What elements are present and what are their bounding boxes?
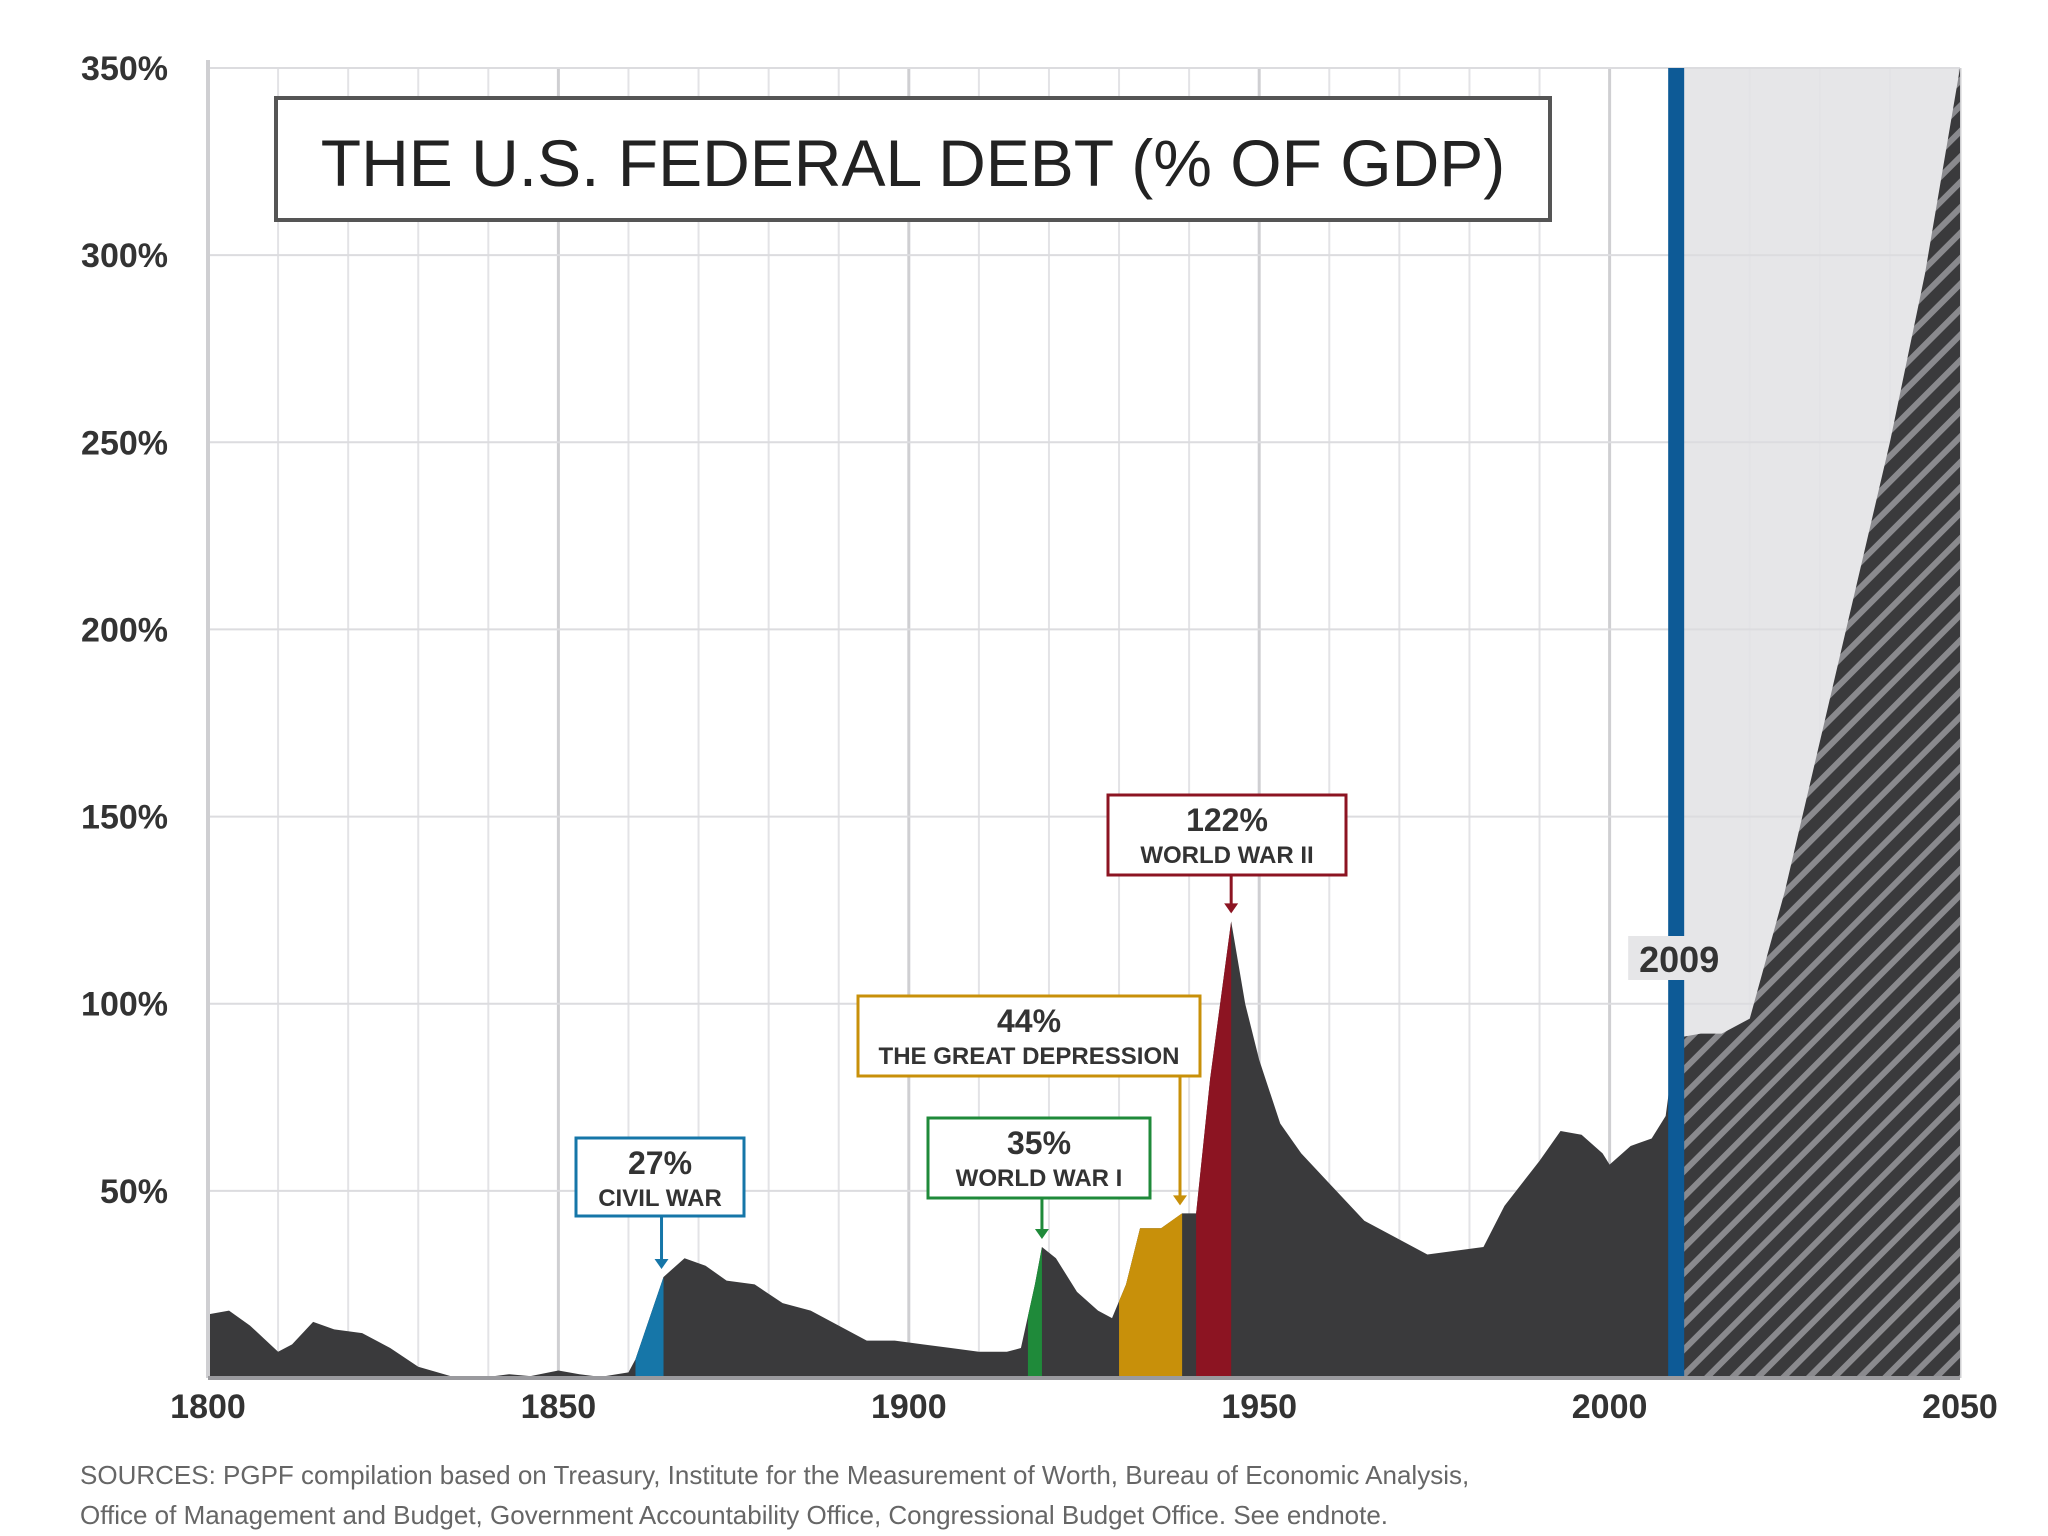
chart-title: THE U.S. FEDERAL DEBT (% OF GDP) <box>321 126 1506 200</box>
great-depression-arrow <box>1173 1195 1187 1206</box>
y-tick-label: 250% <box>81 424 168 462</box>
world-war-i-annotation: 35% WORLD WAR I <box>926 1116 1152 1239</box>
world-war-i-label: WORLD WAR I <box>956 1165 1123 1192</box>
projected-debt-area <box>1679 68 1960 1378</box>
x-tick-label: 1900 <box>871 1388 947 1426</box>
world-war-i-value: 35% <box>1007 1125 1071 1161</box>
world-war-i-highlight <box>1027 1247 1042 1378</box>
y-tick-label: 350% <box>81 50 168 88</box>
civil-war-annotation-box <box>574 1136 746 1218</box>
x-tick-label: 1950 <box>1221 1388 1297 1426</box>
great-depression-label: THE GREAT DEPRESSION <box>879 1043 1180 1070</box>
x-tick-label: 2050 <box>1922 1388 1998 1426</box>
world-war-i-annotation-box <box>926 1116 1152 1200</box>
y-tick-label: 100% <box>81 986 168 1024</box>
civil-war-value: 27% <box>628 1145 692 1181</box>
civil-war-highlight <box>635 1276 664 1378</box>
world-war-ii-annotation: 122% WORLD WAR II <box>1106 793 1348 914</box>
world-war-ii-arrow <box>1224 903 1239 914</box>
great-depression-annotation: 44% THE GREAT DEPRESSION <box>856 994 1202 1206</box>
marker-2009-label: 2009 <box>1639 939 1719 980</box>
great-depression-annotation-box <box>856 994 1202 1078</box>
y-tick-label: 150% <box>81 799 168 837</box>
x-tick-label: 2000 <box>1572 1388 1648 1426</box>
chart-title-frame <box>274 96 1552 222</box>
sources-line-1: SOURCES: PGPF compilation based on Treas… <box>80 1460 1470 1490</box>
great-depression-highlight <box>1119 1213 1183 1378</box>
world-war-ii-highlight <box>1196 921 1232 1378</box>
marker-2009-label-bg <box>1628 936 1725 980</box>
y-tick-label: 300% <box>81 237 168 275</box>
world-war-ii-label: WORLD WAR II <box>1140 842 1313 869</box>
x-tick-label: 1850 <box>521 1388 597 1426</box>
historical-debt-area <box>208 921 1673 1378</box>
civil-war-label: CIVIL WAR <box>598 1185 722 1212</box>
sources-line-2: Office of Management and Budget, Governm… <box>80 1500 1389 1530</box>
y-tick-label: 50% <box>100 1173 168 1211</box>
x-tick-label: 1800 <box>170 1388 246 1426</box>
sources-note: SOURCES: PGPF compilation based on Treas… <box>80 1455 1780 1535</box>
chart-title-box: THE U.S. FEDERAL DEBT (% OF GDP) <box>274 96 1552 222</box>
great-depression-value: 44% <box>997 1003 1061 1039</box>
world-war-ii-annotation-box <box>1106 793 1348 877</box>
world-war-i-arrow <box>1034 1229 1049 1239</box>
civil-war-annotation: 27% CIVIL WAR <box>574 1136 746 1269</box>
civil-war-arrow <box>654 1258 669 1269</box>
y-tick-label: 200% <box>81 611 168 649</box>
world-war-ii-value: 122% <box>1186 802 1268 838</box>
